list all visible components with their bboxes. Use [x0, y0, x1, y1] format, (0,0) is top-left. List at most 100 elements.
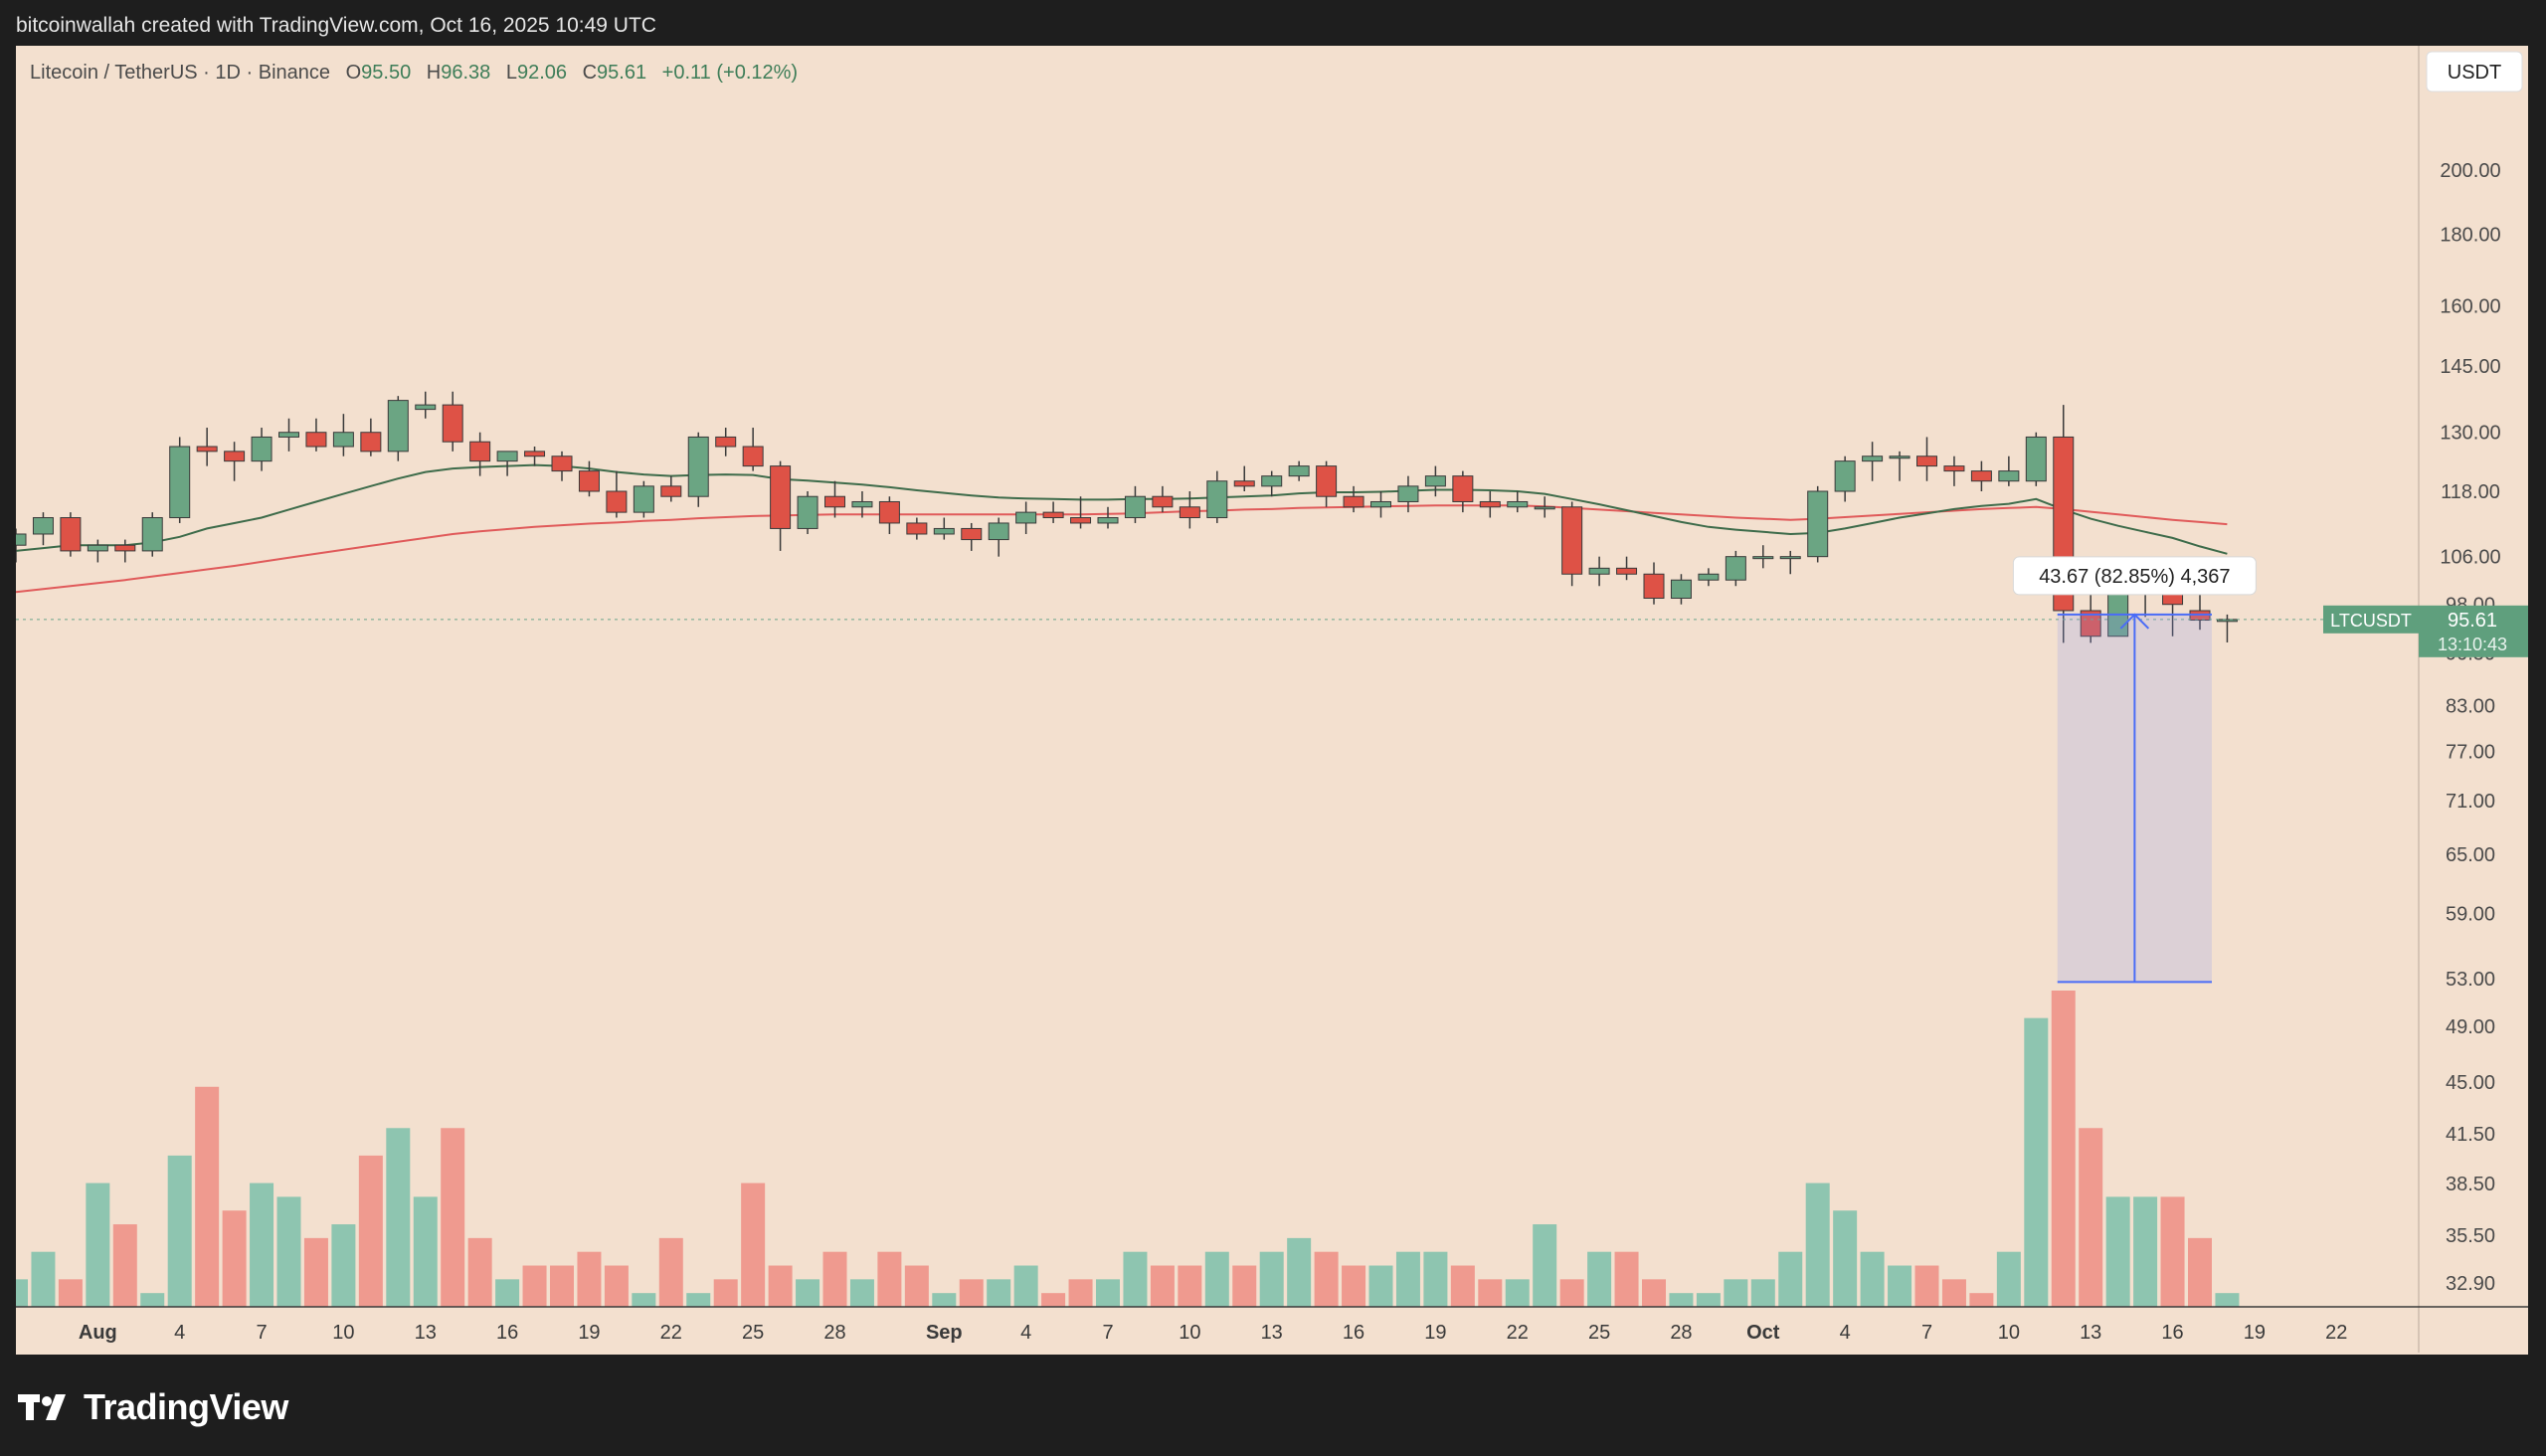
candle	[251, 428, 273, 471]
candle	[1779, 550, 1801, 575]
candle	[1042, 501, 1064, 523]
candle	[387, 396, 409, 461]
measure-label: 43.67 (82.85%) 4,367	[2012, 556, 2257, 596]
candle-body	[1779, 556, 1801, 560]
candle	[770, 460, 792, 551]
legend-low: 92.06	[517, 62, 567, 84]
time-tick-label: 13	[415, 1322, 437, 1344]
candle-body	[524, 451, 546, 457]
volume-bar	[1750, 1279, 1775, 1307]
volume-bar	[1805, 1183, 1830, 1307]
volume-bar	[1287, 1237, 1312, 1307]
candle	[1616, 556, 1638, 581]
candle	[524, 447, 546, 466]
candle-body	[141, 517, 163, 552]
volume-bar	[1533, 1224, 1557, 1307]
volume-bar	[822, 1251, 847, 1307]
candle	[1316, 460, 1338, 507]
candle-body	[933, 527, 955, 535]
candle-body	[360, 432, 382, 453]
legend-l-label: L	[506, 62, 517, 84]
candle-body	[2216, 619, 2238, 623]
volume-bar	[1969, 1293, 1994, 1307]
time-axis[interactable]: Aug 4 7 10 13 16 19 22 25 28 Sep 4 7 10 13 16 19 22 25 28 Oc…	[79, 1322, 2347, 1344]
volume-bar	[195, 1086, 220, 1307]
volume-bar	[768, 1265, 793, 1307]
candle-body	[742, 446, 764, 467]
price-tick-label: 160.00	[2440, 296, 2500, 318]
candle	[1152, 485, 1174, 513]
volume-bar	[1259, 1251, 1284, 1307]
currency-button[interactable]: USDT	[2426, 51, 2523, 92]
candle-body	[1070, 517, 1092, 524]
volume-bar	[1013, 1265, 1038, 1307]
candle	[1998, 455, 2020, 486]
price-axis[interactable]: 200.00 180.00 160.00 145.00 130.00 118.00 106.…	[16, 46, 2528, 1353]
price-tag-price: 95.61	[2448, 610, 2497, 632]
candle	[32, 512, 54, 546]
candle	[1479, 491, 1501, 518]
price-tick-label: 41.50	[2446, 1124, 2495, 1146]
candle	[742, 428, 764, 471]
candle	[1397, 475, 1419, 513]
price-tick-label: 71.00	[2446, 791, 2495, 813]
volume-bar	[2051, 991, 2076, 1307]
volume-bar	[2079, 1128, 2103, 1307]
time-tick-label: 4	[1020, 1322, 1031, 1344]
candle	[578, 460, 600, 497]
volume-bar	[1450, 1265, 1475, 1307]
candle	[1124, 485, 1146, 523]
volume-bar	[522, 1265, 547, 1307]
price-tick-label: 83.00	[2446, 695, 2495, 717]
candle	[141, 512, 163, 557]
volume-bar	[1778, 1251, 1803, 1307]
candle	[169, 437, 191, 523]
candle-body	[251, 436, 273, 462]
candle	[1370, 491, 1391, 518]
candle-body	[824, 495, 845, 508]
candle	[1233, 465, 1255, 492]
candle-body	[1206, 480, 1228, 519]
candle	[551, 451, 573, 481]
candle	[278, 418, 299, 452]
candle	[660, 475, 682, 502]
candle-body	[1561, 506, 1583, 575]
volume-bar	[58, 1279, 83, 1307]
legend-c-label: C	[583, 62, 597, 84]
chart-area[interactable]: 43.67 (82.85%) 4,367 200.00 180.00 160.00 1…	[16, 46, 2528, 1355]
volume-bar	[1614, 1251, 1639, 1307]
price-tag-symbol-bg	[2323, 605, 2419, 634]
candle	[1643, 562, 1665, 605]
volume-bar	[741, 1183, 766, 1307]
time-tick-label: 10	[1179, 1322, 1200, 1344]
candle-body	[1479, 500, 1501, 508]
time-tick-label: Aug	[79, 1322, 117, 1344]
candle	[961, 522, 983, 551]
volume-bars	[16, 991, 2240, 1307]
candle	[851, 491, 873, 518]
measure-tool[interactable]: 43.67 (82.85%) 4,367	[2012, 556, 2257, 984]
time-tick-label: 19	[2244, 1322, 2266, 1344]
candle-body	[1179, 506, 1200, 519]
candle	[1916, 437, 1937, 481]
time-tick-label: 22	[660, 1322, 682, 1344]
volume-bar	[1642, 1279, 1666, 1307]
volume-bar	[1041, 1293, 1066, 1307]
volume-bar	[2188, 1237, 2212, 1307]
footer-brand: TradingView	[84, 1386, 288, 1427]
candlestick-chart[interactable]: 43.67 (82.85%) 4,367 200.00 180.00 160.00 1…	[16, 46, 2528, 1355]
candle	[1261, 470, 1283, 497]
candle	[360, 418, 382, 456]
candle	[1834, 455, 1856, 502]
candle-body	[1643, 573, 1665, 599]
volume-bar	[1860, 1251, 1885, 1307]
candle	[606, 470, 628, 518]
volume-bar	[1696, 1293, 1721, 1307]
candle	[687, 432, 709, 507]
candle	[1179, 491, 1200, 529]
volume-bar	[1888, 1265, 1912, 1307]
volume-bar	[2215, 1293, 2240, 1307]
candle	[1452, 470, 1474, 513]
legend-high: 96.38	[441, 62, 490, 84]
volume-bar	[1505, 1279, 1530, 1307]
